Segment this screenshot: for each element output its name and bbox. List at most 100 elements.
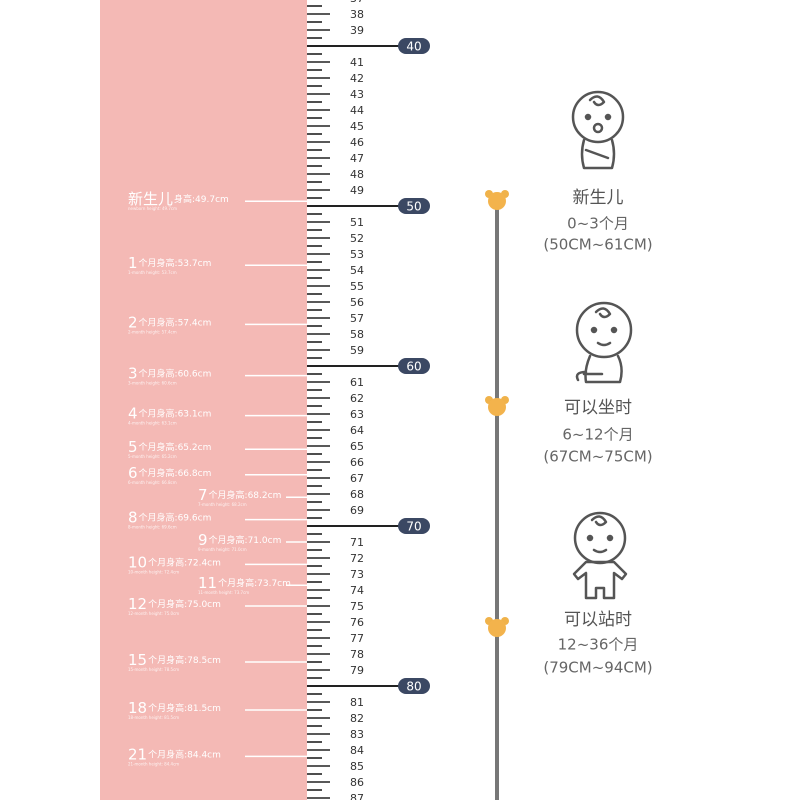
milestone-sub: 6-month height: 66.8cm [128,480,177,485]
ruler-label: 66 [350,456,364,469]
ruler-label: 49 [350,184,364,197]
ruler-label: 56 [350,296,364,309]
milestone-text: 个月身高:66.8cm [139,466,212,478]
milestone-label: 18个月身高:81.5cm [128,699,221,717]
ruler-label: 78 [350,648,364,661]
milestone-label: 24个月身高:87.7cm [128,798,221,800]
ruler-label: 76 [350,616,364,629]
milestone-text: 个月身高:72.4cm [148,556,221,568]
major-pill [398,198,430,214]
ruler-label: 86 [350,776,364,789]
milestone-sub: 1-month height: 53.7cm [128,270,177,275]
stage-range: (67CM~75CM) [543,448,652,466]
milestone-text: 个月身高:60.6cm [139,367,212,379]
stage-months: 0~3个月 [567,215,629,233]
ruler-label: 73 [350,568,364,581]
ruler-label: 83 [350,728,364,741]
milestone-sub: 10-month height: 72.4cm [128,569,179,574]
milestone-text: 身高:49.7cm [174,193,229,205]
ruler-label: 67 [350,472,364,485]
milestone-age: 6 [128,463,138,481]
ruler-label: 68 [350,488,364,501]
ruler-label: 63 [350,408,364,421]
ruler-label: 37 [350,0,364,5]
ruler-label: 45 [350,120,364,133]
ruler-label: 71 [350,536,364,549]
milestone-sub: 5-month height: 65.2cm [128,454,177,459]
milestone-text: 个月身高:73.7cm [218,577,291,589]
milestone-label: 1个月身高:53.7cm [128,254,211,272]
ruler-label: 65 [350,440,364,453]
ruler-label: 46 [350,136,364,149]
milestone-label: 8个月身高:69.6cm [128,508,211,526]
ruler-label: 44 [350,104,364,117]
milestone-age: 新生儿 [128,190,173,208]
milestone-label: 6个月身高:66.8cm [128,463,211,481]
milestone-text: 个月身高:53.7cm [139,257,212,269]
ruler-label: 38 [350,8,364,21]
ruler-label: 51 [350,216,364,229]
stage-range: (50CM~61CM) [543,236,652,254]
milestone-label: 7个月身高:68.2cm [198,486,281,504]
ruler-label: 81 [350,696,364,709]
ruler-label: 48 [350,168,364,181]
milestone-sub: 4-month height: 63.1cm [128,421,177,426]
major-pill [398,678,430,694]
ruler-label: 54 [350,264,364,277]
stage-title: 可以站时 [564,610,632,630]
milestone-label: 新生儿身高:49.7cm [128,190,229,208]
ruler-label: 72 [350,552,364,565]
stage-months: 6~12个月 [562,426,633,444]
bear-head [488,192,506,210]
major-pill [398,518,430,534]
ruler-label: 84 [350,744,364,757]
milestone-sub: 21-month height: 84.4cm [128,761,179,766]
ruler-label: 75 [350,600,364,613]
milestone-text: 个月身高:78.5cm [148,654,221,666]
milestone-text: 个月身高:81.5cm [148,702,221,714]
milestone-label: 2个月身高:57.4cm [128,313,211,331]
milestone-label: 9个月身高:71.0cm [198,531,281,549]
milestone-label: 4个月身高:63.1cm [128,404,211,422]
ruler-label: 42 [350,72,364,85]
milestone-sub: 8-month height: 69.6cm [128,525,177,530]
milestone-sub: newborn height: 49.7cm [128,206,177,211]
ruler-label: 69 [350,504,364,517]
major-label: 80 [406,680,421,694]
milestone-label: 12个月身高:75.0cm [128,595,221,613]
ruler-label: 58 [350,328,364,341]
milestone-age: 8 [128,508,138,526]
milestone-sub: 18-month height: 81.5cm [128,715,179,720]
milestone-label: 3个月身高:60.6cm [128,364,211,382]
milestone-text: 个月身高:68.2cm [209,489,282,501]
milestone-age: 18 [128,699,147,717]
milestone-text: 个月身高:69.6cm [139,511,212,523]
milestone-age: 12 [128,595,147,613]
bear-head [488,398,506,416]
milestone-age: 7 [198,486,208,504]
milestone-text: 个月身高:75.0cm [148,598,221,610]
ruler-label: 61 [350,376,364,389]
milestone-age: 24 [128,798,147,800]
milestone-label: 11个月身高:73.7cm [198,574,291,592]
stage-title: 可以坐时 [564,398,632,418]
ruler-label: 47 [350,152,364,165]
milestone-age: 15 [128,651,147,669]
pink-strip [100,0,307,800]
ruler-label: 82 [350,712,364,725]
baby-standing [572,511,628,600]
milestone-label: 10个月身高:72.4cm [128,553,221,571]
stage-months: 12~36个月 [558,636,639,654]
milestone-age: 4 [128,404,138,422]
milestone-age: 9 [198,531,208,549]
ruler-label: 43 [350,88,364,101]
baby-sitting [575,301,633,384]
milestone-sub: 9-month height: 71.0cm [198,547,247,552]
milestone-sub: 2-month height: 57.4cm [128,329,177,334]
milestone-age: 11 [198,574,217,592]
ruler-label: 64 [350,424,364,437]
milestone-sub: 11-month height: 73.7cm [198,590,249,595]
ruler-label: 77 [350,632,364,645]
milestone-sub: 15-month height: 78.5cm [128,667,179,672]
